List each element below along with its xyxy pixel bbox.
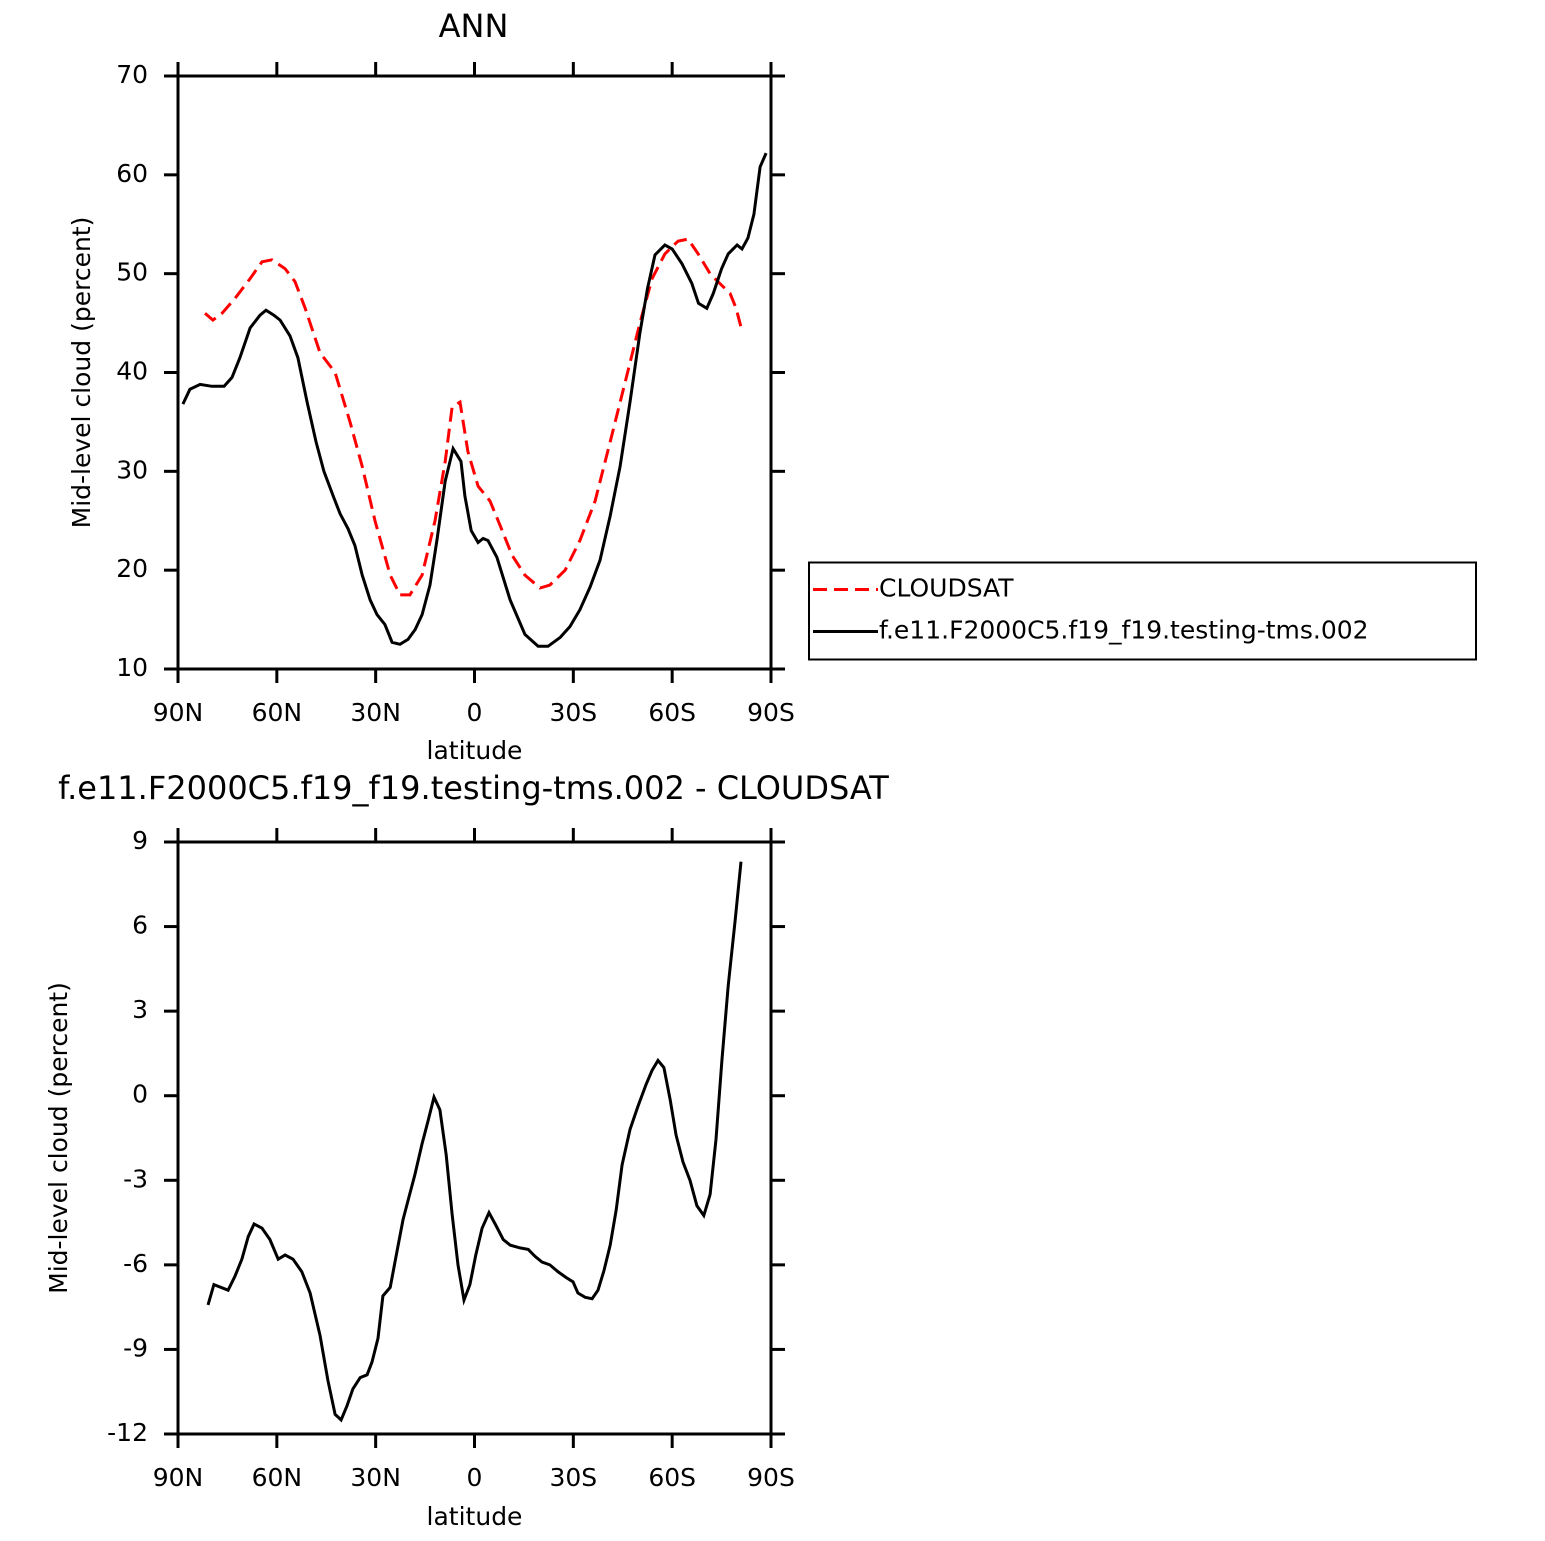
x-tick-label: 90N [153, 698, 204, 727]
y-tick-label: -3 [123, 1164, 148, 1193]
y-tick-label: 60 [116, 159, 148, 188]
chart-title: ANN [439, 7, 509, 45]
x-tick-label: 30S [549, 698, 597, 727]
x-tick-label: 60N [252, 698, 303, 727]
x-tick-label: 0 [467, 1463, 483, 1492]
y-axis-label: Mid-level cloud (percent) [44, 982, 73, 1294]
x-axis-label: latitude [427, 1502, 523, 1531]
y-tick-label: 0 [132, 1080, 148, 1109]
y-tick-label: 70 [116, 60, 148, 89]
x-tick-label: 0 [467, 698, 483, 727]
y-tick-label: 6 [132, 911, 148, 940]
y-tick-label: -6 [123, 1249, 148, 1278]
x-tick-label: 90S [747, 698, 795, 727]
x-tick-label: 30S [549, 1463, 597, 1492]
x-tick-label: 60S [648, 698, 696, 727]
legend-label: f.e11.F2000C5.f19_f19.testing-tms.002 [879, 616, 1369, 645]
y-tick-label: 20 [116, 554, 148, 583]
y-tick-label: 9 [132, 826, 148, 855]
x-tick-label: 90S [747, 1463, 795, 1492]
x-tick-label: 30N [350, 698, 401, 727]
y-tick-label: 10 [116, 653, 148, 682]
legend-frame [808, 561, 1477, 661]
legend: CLOUDSAT f.e11.F2000C5.f19_f19.testing-tm… [808, 561, 1477, 661]
data-line [206, 861, 743, 1423]
x-axis-label: latitude [427, 736, 523, 765]
y-tick-label: -9 [123, 1333, 148, 1362]
legend-label: CLOUDSAT [879, 574, 1014, 603]
plot-frame [176, 840, 773, 1436]
plot-frame [176, 74, 773, 671]
x-tick-label: 60N [252, 1463, 303, 1492]
y-tick-label: -12 [107, 1418, 148, 1447]
data-line [181, 152, 768, 648]
y-tick-label: 50 [116, 258, 148, 287]
y-tick-label: 30 [116, 455, 148, 484]
x-tick-label: 30N [350, 1463, 401, 1492]
x-tick-label: 60S [648, 1463, 696, 1492]
y-axis-label: Mid-level cloud (percent) [67, 217, 96, 529]
x-tick-label: 90N [153, 1463, 204, 1492]
data-line [204, 237, 744, 597]
y-tick-label: 40 [116, 357, 148, 386]
chart-title: f.e11.F2000C5.f19_f19.testing-tms.002 - … [58, 769, 889, 807]
y-tick-label: 3 [132, 995, 148, 1024]
